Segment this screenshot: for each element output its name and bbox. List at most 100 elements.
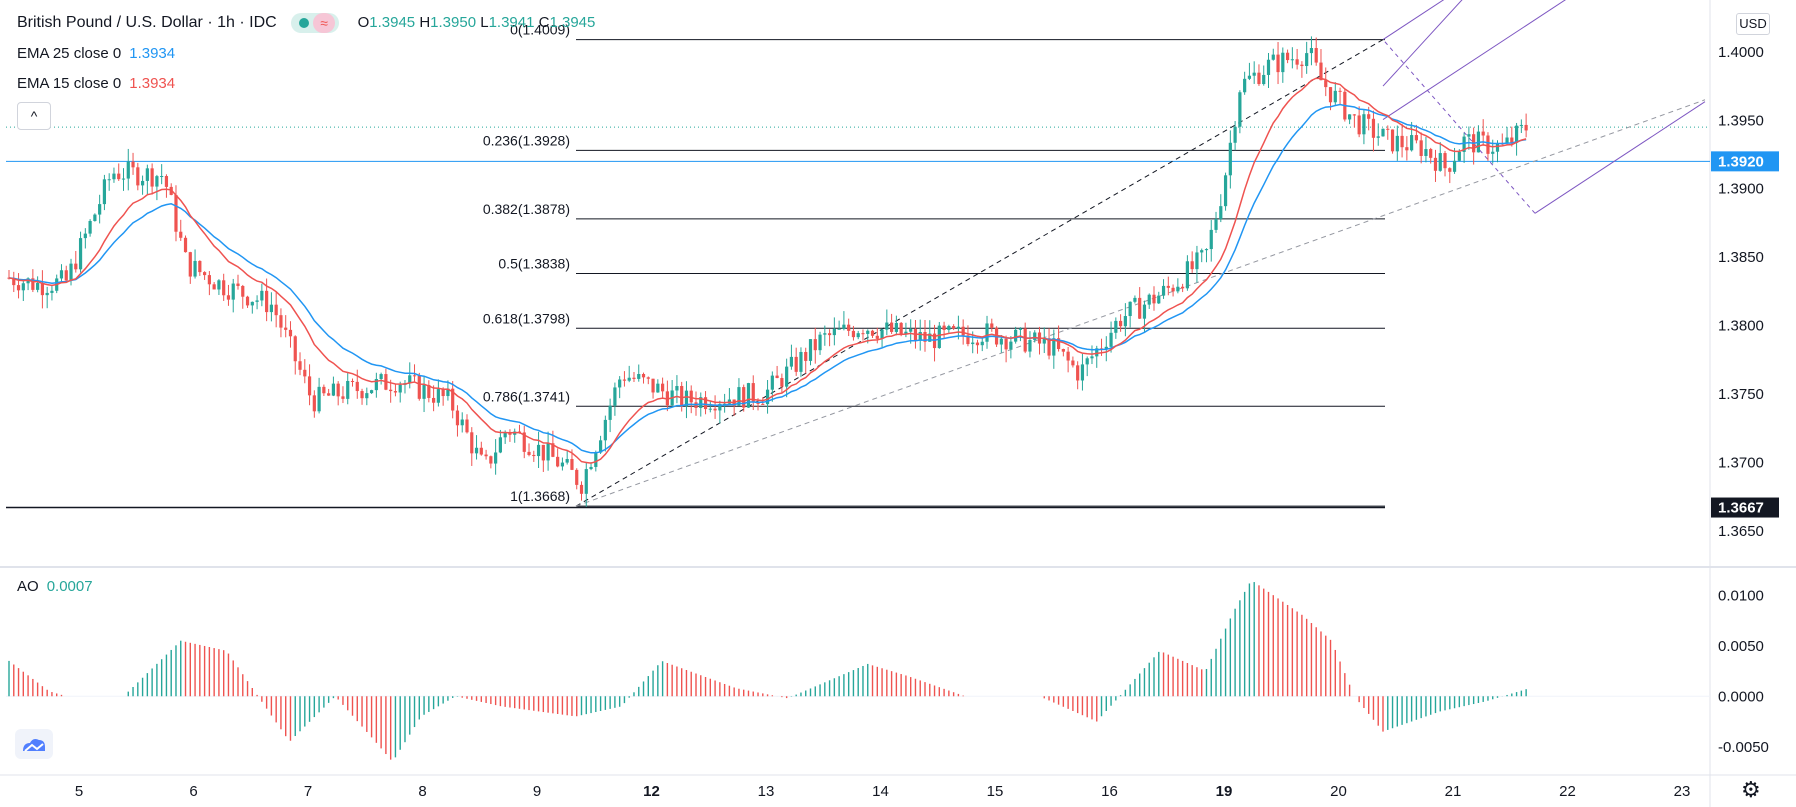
high-value: 1.3950 [430, 14, 477, 32]
time-tick-label: 6 [189, 783, 197, 800]
candle-body [412, 375, 417, 377]
candle-body [274, 304, 278, 316]
delayed-wave-icon: ≈ [313, 13, 336, 33]
fibonacci-retracement[interactable]: 0(1.4009) 0.236(1.3928) 0.382(1.3878) 0.5(1… [483, 22, 1385, 507]
candle-body [1223, 175, 1228, 207]
symbol-legend[interactable]: British Pound / U.S. Dollar · 1h · IDC ≈… [17, 13, 596, 33]
candle-body [1491, 151, 1495, 154]
candle-body [775, 375, 779, 379]
candle-body [1305, 53, 1309, 67]
candle-body [923, 331, 927, 342]
ema15-label: EMA 15 close 0 [17, 75, 122, 92]
time-tick-label: 5 [75, 783, 83, 800]
time-tick-label: 13 [758, 783, 775, 800]
ema-lines [8, 77, 1527, 464]
candle-body [1376, 136, 1380, 138]
ema25-legend[interactable]: EMA 25 close 0 1.3934 [17, 45, 175, 62]
tradingview-logo[interactable] [15, 729, 53, 759]
candle-body [1452, 160, 1457, 172]
candle-body [16, 285, 21, 291]
candle-body [408, 375, 412, 384]
collapse-legend-button[interactable]: ^ [17, 102, 51, 130]
candle-body [1386, 128, 1390, 130]
candle-body [503, 432, 507, 438]
candle-body [866, 330, 870, 334]
candle-body [360, 391, 364, 399]
candle-body [1290, 59, 1294, 61]
pitchfork-tine [1382, 0, 1566, 120]
candle-body [861, 333, 865, 335]
ao-tick-label: -0.0050 [1718, 739, 1769, 756]
candle-body [1486, 135, 1490, 154]
candle-body [36, 283, 40, 290]
candle-body [1142, 304, 1147, 319]
candle-body [155, 176, 159, 187]
candle-body [1185, 261, 1189, 289]
candle-body [236, 283, 240, 286]
candle-body [1018, 328, 1023, 330]
ema15-value: 1.3934 [129, 75, 176, 92]
candle-body [570, 459, 574, 470]
candle-body [751, 383, 755, 402]
pitchfork-drawing[interactable] [575, 0, 1706, 507]
interval-label[interactable]: 1h [217, 14, 235, 32]
candle-body [1181, 286, 1185, 289]
status-pill[interactable]: ≈ [291, 13, 340, 33]
candle-body [556, 456, 560, 467]
candle-body [1262, 74, 1266, 85]
candle-body [909, 329, 913, 332]
candle-body [1204, 249, 1209, 251]
candle-body [770, 375, 774, 390]
time-tick-label: 9 [533, 783, 541, 800]
candle-body [331, 383, 336, 396]
currency-button[interactable]: USD [1736, 13, 1770, 35]
candle-body [1429, 149, 1433, 158]
candle-body [589, 466, 593, 470]
candle-body [40, 283, 44, 296]
candle-body [785, 366, 789, 387]
price-tick-label: 1.3900 [1718, 181, 1764, 198]
candle-body [1395, 135, 1399, 152]
ao-legend[interactable]: AO 0.0007 [17, 578, 93, 595]
symbol-name[interactable]: British Pound / U.S. Dollar [17, 14, 203, 32]
candle-body [1514, 125, 1519, 143]
candle-body [1042, 338, 1046, 344]
fib-level-label: 0.618(1.3798) [483, 310, 570, 326]
candle-body [446, 388, 450, 397]
candle-body [937, 325, 941, 349]
candle-body [179, 231, 183, 238]
gear-icon[interactable]: ⚙ [1741, 777, 1761, 802]
candle-body [598, 440, 603, 453]
candle-body [1443, 153, 1447, 169]
open-value: 1.3945 [369, 14, 416, 32]
ema15-legend[interactable]: EMA 15 close 0 1.3934 [17, 75, 175, 92]
fib-level-label: 1(1.3668) [510, 488, 570, 504]
candle-body [484, 454, 488, 457]
candle-body [279, 315, 283, 328]
candle-body [188, 252, 192, 277]
candle-body [322, 386, 326, 394]
fib-level-label: 0.786(1.3741) [483, 388, 570, 404]
candle-body [880, 329, 884, 339]
candle-body [808, 339, 813, 361]
candle-body [1352, 114, 1356, 116]
time-tick-label: 23 [1674, 783, 1691, 800]
time-tick-label: 7 [304, 783, 312, 800]
pitchfork-tine [1382, 0, 1445, 40]
fib-trend-dashed [575, 39, 1384, 507]
fib-level-label: 0.5(1.3838) [498, 256, 570, 272]
candle-body [990, 323, 994, 328]
ao-tick-label: 0.0100 [1718, 587, 1764, 604]
candle-body [1333, 90, 1337, 103]
candle-body [827, 333, 832, 336]
candle-body [966, 335, 970, 345]
candle-body [346, 380, 350, 399]
candle-body [1257, 72, 1261, 85]
candle-body [222, 280, 226, 296]
pitchfork-handle [1382, 39, 1536, 214]
candle-body [1314, 48, 1318, 63]
candle-body [1171, 287, 1175, 292]
candle-body [1319, 62, 1323, 81]
candle-body [389, 389, 393, 392]
